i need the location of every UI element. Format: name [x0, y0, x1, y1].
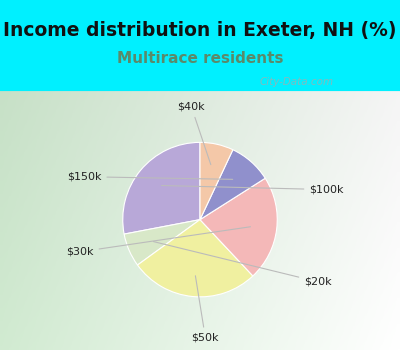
- Wedge shape: [200, 150, 265, 220]
- Text: $150k: $150k: [67, 172, 233, 182]
- Wedge shape: [200, 142, 233, 220]
- Text: Income distribution in Exeter, NH (%): Income distribution in Exeter, NH (%): [3, 21, 397, 40]
- Text: $100k: $100k: [162, 184, 344, 195]
- Text: $30k: $30k: [66, 227, 250, 257]
- Text: City-Data.com: City-Data.com: [260, 77, 334, 86]
- Text: $20k: $20k: [154, 241, 332, 287]
- Wedge shape: [124, 220, 200, 265]
- Wedge shape: [200, 178, 277, 276]
- Wedge shape: [138, 220, 253, 297]
- Text: Multirace residents: Multirace residents: [117, 51, 283, 66]
- Text: $50k: $50k: [192, 276, 219, 343]
- Wedge shape: [123, 142, 200, 234]
- Text: $40k: $40k: [178, 102, 211, 164]
